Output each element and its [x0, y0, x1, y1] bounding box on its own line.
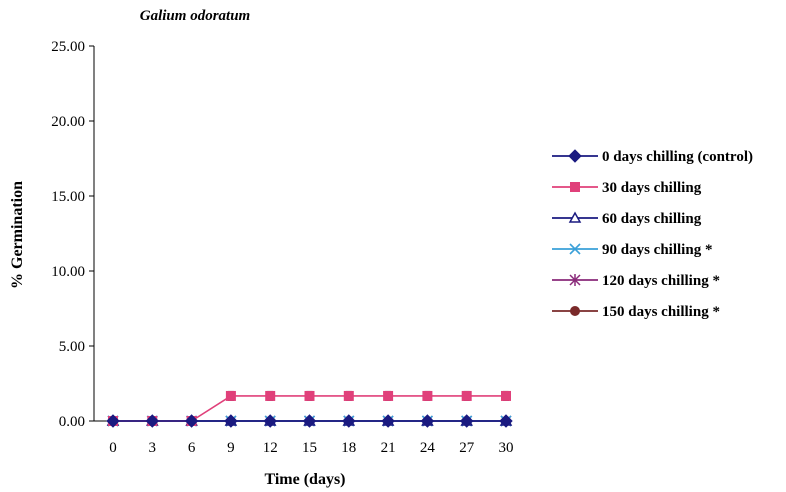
- y-tick-label: 0.00: [59, 414, 85, 430]
- data-point: [461, 390, 472, 401]
- legend-marker: [570, 306, 580, 316]
- legend-label: 60 days chilling: [602, 211, 702, 227]
- x-tick-label: 12: [263, 440, 278, 456]
- x-axis-label: Time (days): [264, 471, 345, 488]
- x-tick-label: 15: [302, 440, 317, 456]
- legend-marker: [568, 211, 582, 223]
- legend-marker: [568, 149, 582, 163]
- y-tick-label: 10.00: [51, 264, 85, 280]
- data-point: [383, 390, 394, 401]
- data-point: [265, 390, 276, 401]
- x-tick-label: 27: [459, 440, 475, 456]
- legend-label: 0 days chilling (control): [602, 149, 753, 165]
- chart-title: Galium odoratum: [140, 8, 250, 24]
- data-point: [381, 414, 395, 428]
- series-1: [106, 414, 513, 428]
- y-tick-label: 20.00: [51, 114, 85, 130]
- data-point: [184, 414, 199, 428]
- x-tick-label: 0: [109, 440, 117, 456]
- data-point: [302, 414, 317, 428]
- legend-marker: [569, 274, 581, 286]
- legend-entry: 90 days chilling *: [552, 242, 712, 258]
- legend-label: 120 days chilling *: [602, 273, 720, 289]
- legend-marker-stroke: [569, 243, 581, 255]
- legend-entry: 30 days chilling: [552, 180, 702, 196]
- legend-entry: 60 days chilling: [552, 211, 702, 227]
- plot-area: 0.00 5.00 10.00 15.00 20.00 25.00 0 3 6 9 12 15 18 21…: [51, 39, 513, 456]
- x-tick-label: 3: [149, 440, 157, 456]
- legend-marker: [569, 243, 581, 255]
- data-point: [420, 414, 435, 428]
- x-tick-label: 18: [341, 440, 356, 456]
- data-point: [422, 390, 433, 401]
- legend-entry: 0 days chilling (control): [552, 149, 753, 165]
- legend-label: 90 days chilling *: [602, 242, 712, 258]
- legend-label: 30 days chilling: [602, 180, 702, 196]
- data-point: [342, 414, 356, 428]
- x-tick-label: 30: [499, 440, 514, 456]
- data-point: [263, 414, 277, 428]
- x-tick-label: 6: [188, 440, 196, 456]
- data-point: [145, 414, 160, 428]
- data-point: [106, 414, 120, 428]
- y-tick-label: 5.00: [59, 339, 85, 355]
- data-point: [343, 390, 354, 401]
- legend-marker: [570, 182, 580, 192]
- y-axis-label: % Germination: [9, 181, 26, 289]
- x-tick-label: 9: [227, 440, 235, 456]
- y-tick-label: 25.00: [51, 39, 85, 55]
- legend: 0 days chilling (control) 30 days chillin…: [552, 149, 753, 320]
- y-tick-label: 15.00: [51, 189, 85, 205]
- data-point: [499, 414, 513, 428]
- data-point: [459, 414, 474, 428]
- legend-entry: 120 days chilling *: [552, 273, 720, 289]
- data-point: [304, 390, 315, 401]
- data-point: [224, 414, 238, 428]
- data-point: [501, 390, 511, 401]
- x-tick-label: 24: [420, 440, 436, 456]
- x-tick-label: 21: [381, 440, 396, 456]
- data-point: [225, 390, 236, 401]
- legend-label: 150 days chilling *: [602, 304, 720, 320]
- legend-entry: 150 days chilling *: [552, 304, 720, 320]
